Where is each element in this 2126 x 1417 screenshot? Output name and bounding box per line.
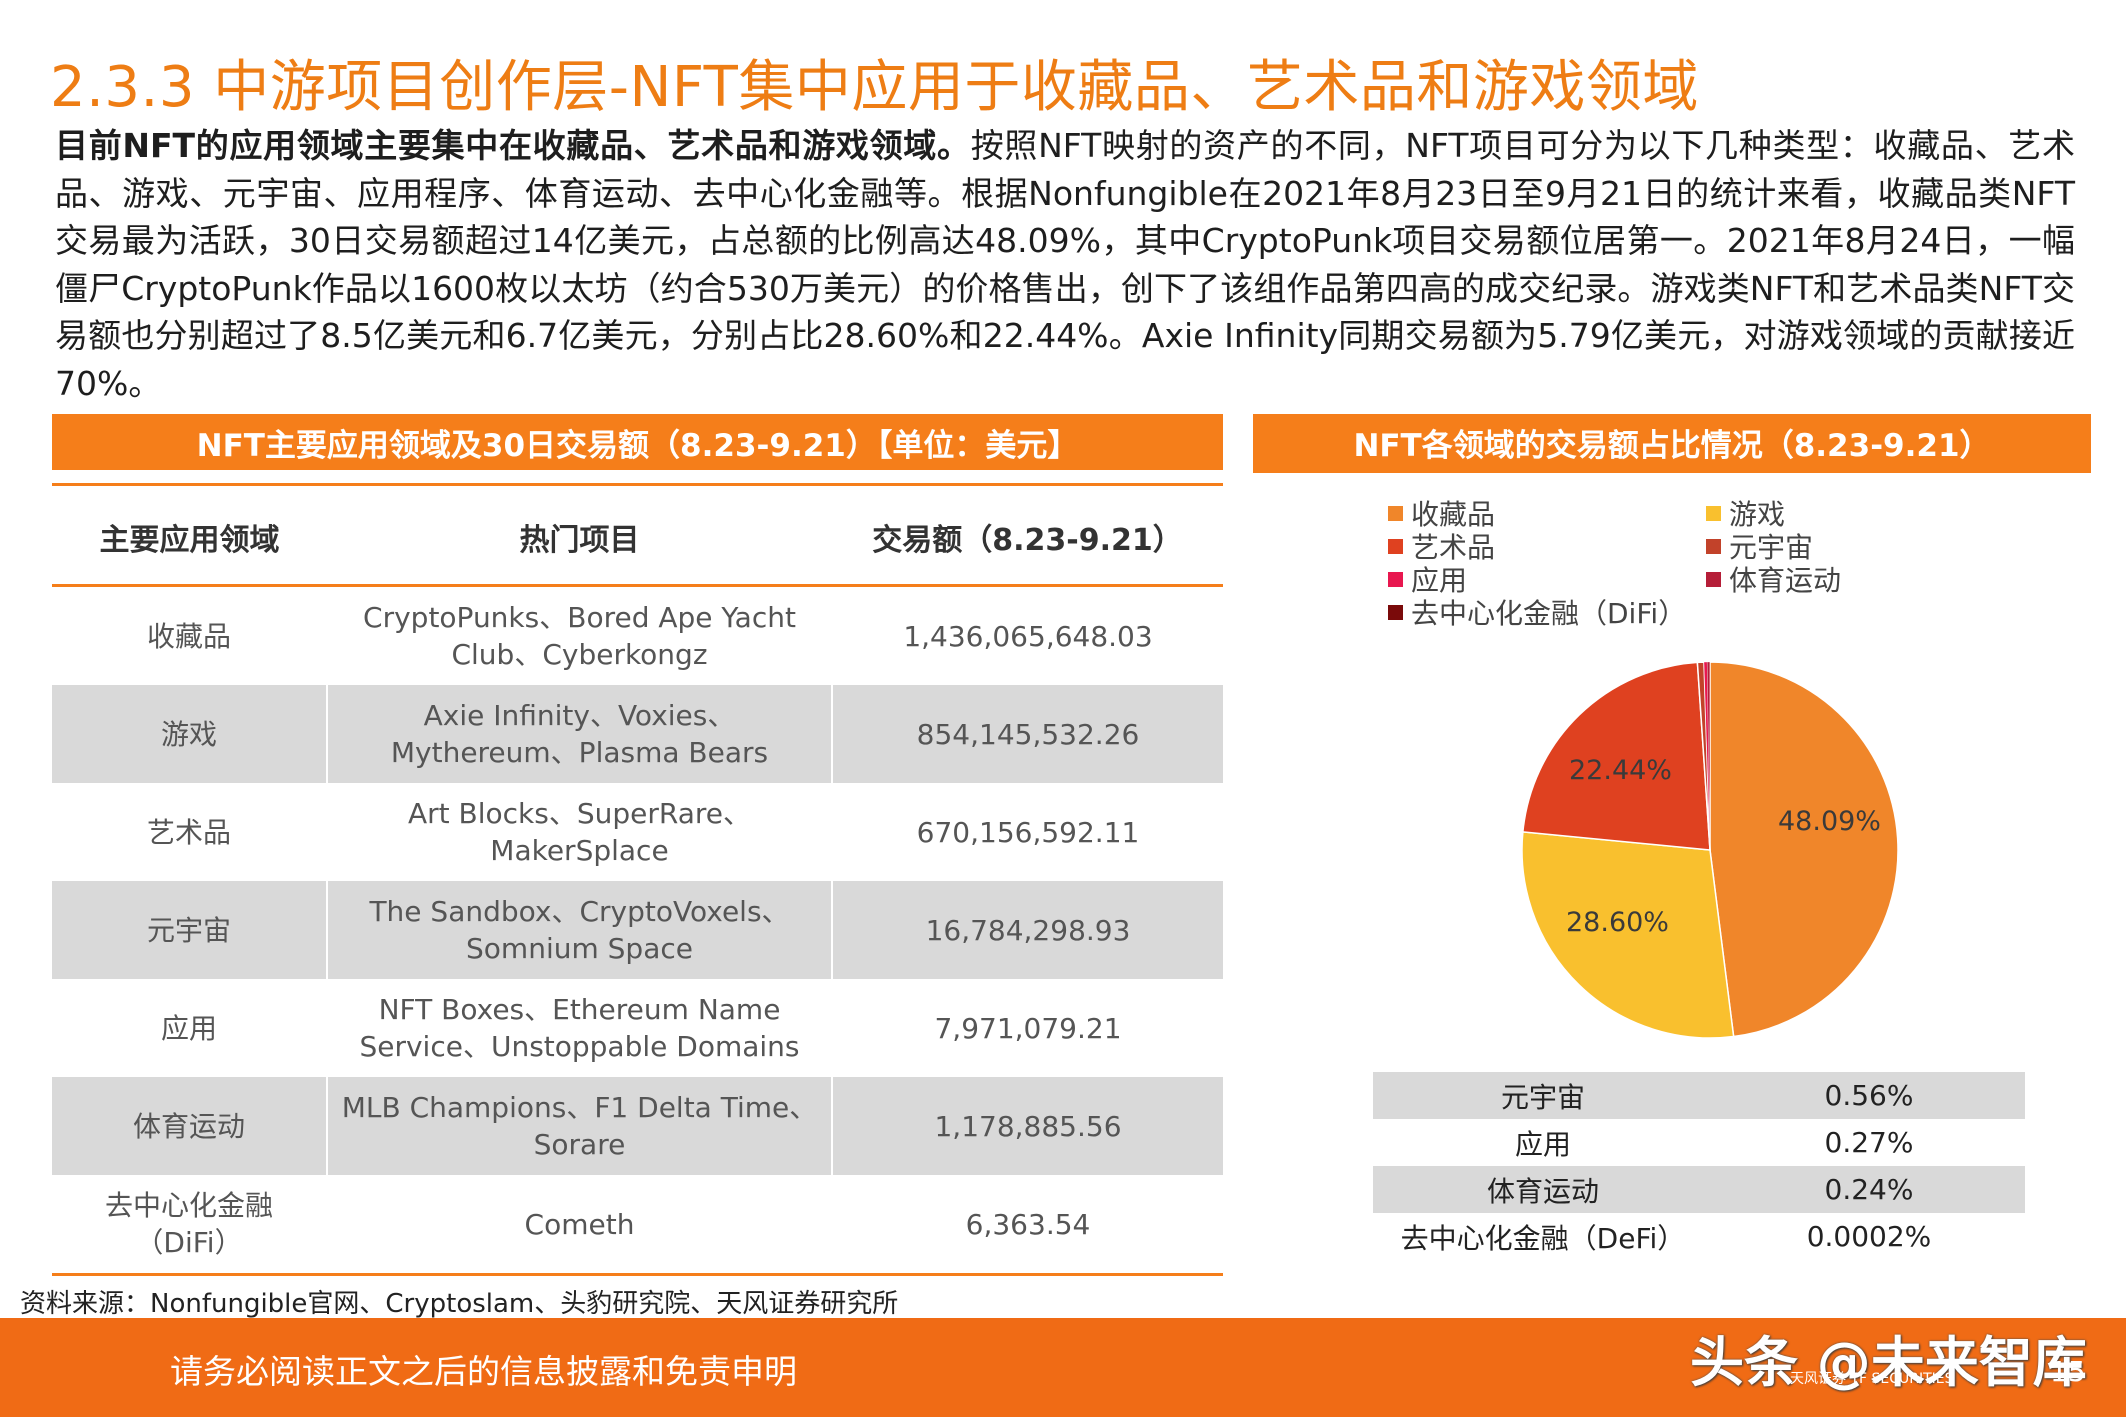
row-amount: 7,971,079.21 [831,979,1223,1077]
row-amount: 854,145,532.26 [831,685,1223,783]
legend-item: 体育运动 [1706,559,1841,599]
table-row: 体育运动 0.24% [1373,1166,2025,1213]
row-projects: NFT Boxes、Ethereum Name Service、Unstoppa… [326,979,832,1077]
nft-fields-table: 主要应用领域 热门项目 交易额（8.23-9.21） 收藏品 CryptoPun… [52,490,1223,1276]
pie-slice [1521,831,1735,1039]
page-number: 15 [2050,1355,2086,1388]
row-amount: 670,156,592.11 [831,783,1223,881]
small-row-pct: 0.0002% [1806,1220,1932,1253]
row-field: 去中心化金融（DiFi） [52,1175,327,1276]
legend-item: 应用 [1388,559,1467,599]
legend-swatch [1388,604,1403,620]
table-row: 收藏品 CryptoPunks、Bored Ape Yacht Club、Cyb… [52,585,1223,685]
column-header-projects: 热门项目 [327,490,832,587]
legend-item: 去中心化金融（DiFi） [1388,592,1686,632]
table-row: 应用 0.27% [1373,1119,2025,1166]
legend-swatch [1706,571,1721,587]
legend-label: 应用 [1411,564,1468,597]
small-row-name: 元宇宙 [1373,1072,1713,1119]
legend-label: 去中心化金融（DiFi） [1411,597,1687,630]
legend-label: 艺术品 [1411,531,1496,564]
table-row: 去中心化金融（DiFi） Cometh 6,363.54 [52,1175,1223,1276]
left-panel-divider [52,483,1223,486]
legend-label: 收藏品 [1411,498,1496,531]
pie-slice [1709,661,1899,1038]
row-amount: 1,436,065,648.03 [831,585,1223,685]
small-share-table: 元宇宙 0.56% 应用 0.27% 体育运动 0.24% 去中心化金融（DeFi） 0… [1373,1072,2025,1260]
row-field: 游戏 [52,685,327,783]
company-logo: 天风证券 TF SECURITIES [1790,1371,1954,1387]
row-field: 艺术品 [146,815,231,849]
table-row: 去中心化金融（DeFi） 0.0002% [1373,1213,2025,1260]
legend-item: 收藏品 [1388,493,1495,533]
row-projects: Axie Infinity、Voxies、Mythereum、Plasma Be… [326,685,832,783]
row-amount: 1,178,885.56 [831,1077,1223,1175]
row-field: 体育运动 [52,1077,327,1175]
row-projects: Art Blocks、SuperRare、MakerSplace [326,783,832,881]
legend-swatch [1388,505,1403,521]
row-field: 元宇宙 [52,881,327,979]
small-row-name: 去中心化金融（DeFi） [1400,1221,1686,1255]
legend-swatch [1706,505,1721,521]
column-header-amount: 交易额（8.23-9.21） [832,490,1223,587]
column-header-field: 主要应用领域 [52,490,327,587]
legend-item: 游戏 [1706,493,1785,533]
row-projects: Cometh [326,1175,832,1276]
row-projects: The Sandbox、CryptoVoxels、Somnium Space [326,881,832,979]
row-projects: CryptoPunks、Bored Ape Yacht Club、Cyberko… [326,585,832,685]
legend-item: 艺术品 [1388,526,1495,566]
table-row: 元宇宙 0.56% [1373,1072,2025,1119]
table-header-row: 主要应用领域 热门项目 交易额（8.23-9.21） [52,490,1223,587]
left-panel-header: NFT主要应用领域及30日交易额（8.23-9.21）【单位：美元】 [52,414,1223,470]
right-panel-header: NFT各领域的交易额占比情况（8.23-9.21） [1253,414,2091,470]
row-field: 收藏品 [146,619,231,653]
small-row-pct: 0.27% [1824,1126,1914,1159]
footer-bar [0,1318,2126,1417]
small-row-pct: 0.24% [1713,1166,2025,1213]
page-title: 2.3.3 中游项目创作层-NFT集中应用于收藏品、艺术品和游戏领域 [50,55,1699,120]
table-row: 应用 NFT Boxes、Ethereum Name Service、Unsto… [52,979,1223,1077]
legend-item: 元宇宙 [1706,526,1813,566]
pie-label-collectibles: 48.09% [1778,806,1881,837]
small-row-name: 体育运动 [1373,1166,1713,1213]
table-row: 体育运动 MLB Champions、F1 Delta Time、Sorare … [52,1077,1223,1175]
row-projects: MLB Champions、F1 Delta Time、Sorare [326,1077,832,1175]
row-field: 应用 [160,1011,217,1045]
table-row: 游戏 Axie Infinity、Voxies、Mythereum、Plasma… [52,685,1223,783]
row-amount: 16,784,298.93 [831,881,1223,979]
legend-swatch [1388,571,1403,587]
pie-chart [1521,661,1899,1039]
legend-label: 游戏 [1729,498,1786,531]
legend-label: 体育运动 [1729,564,1842,597]
right-panel-divider [1253,470,2091,473]
row-amount: 6,363.54 [831,1175,1223,1276]
pie-label-art: 22.44% [1569,755,1672,786]
watermark: 头条 @未来智库 [1690,1331,2087,1394]
legend-swatch [1706,538,1721,554]
disclaimer-text: 请务必阅读正文之后的信息披露和免责申明 [170,1352,797,1391]
intro-body: 按照NFT映射的资产的不同，NFT项目可分为以下几种类型：收藏品、艺术品、游戏、… [55,126,2075,403]
legend-swatch [1388,538,1403,554]
intro-paragraph: 目前NFT的应用领域主要集中在收藏品、艺术品和游戏领域。按照NFT映射的资产的不… [55,122,2075,407]
intro-bold-lead: 目前NFT的应用领域主要集中在收藏品、艺术品和游戏领域。 [55,126,971,165]
pie-label-games: 28.60% [1566,907,1669,938]
source-note: 资料来源：Nonfungible官网、Cryptoslam、头豹研究院、天风证券… [20,1289,899,1319]
pie-slice [1522,661,1711,851]
small-row-pct: 0.56% [1713,1072,2025,1119]
small-row-name: 应用 [1514,1127,1571,1161]
table-row: 元宇宙 The Sandbox、CryptoVoxels、Somnium Spa… [52,881,1223,979]
table-row: 艺术品 Art Blocks、SuperRare、MakerSplace 670… [52,783,1223,881]
legend-label: 元宇宙 [1729,531,1814,564]
